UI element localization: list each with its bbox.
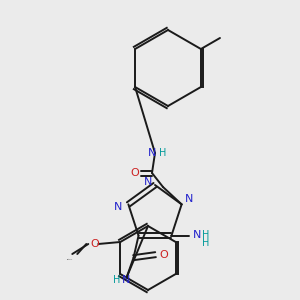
Text: methoxy: methoxy [67, 258, 74, 260]
Text: N: N [148, 148, 156, 158]
Text: H: H [159, 148, 167, 158]
Text: N: N [144, 177, 152, 187]
Text: N: N [114, 202, 123, 212]
Text: O: O [130, 168, 140, 178]
Text: H: H [113, 275, 120, 285]
Text: O: O [159, 250, 168, 260]
Text: O: O [90, 239, 99, 249]
Text: H: H [202, 238, 210, 248]
Text: N: N [193, 230, 201, 240]
Text: N: N [122, 275, 131, 285]
Text: H: H [202, 230, 210, 240]
Text: N: N [184, 194, 193, 204]
